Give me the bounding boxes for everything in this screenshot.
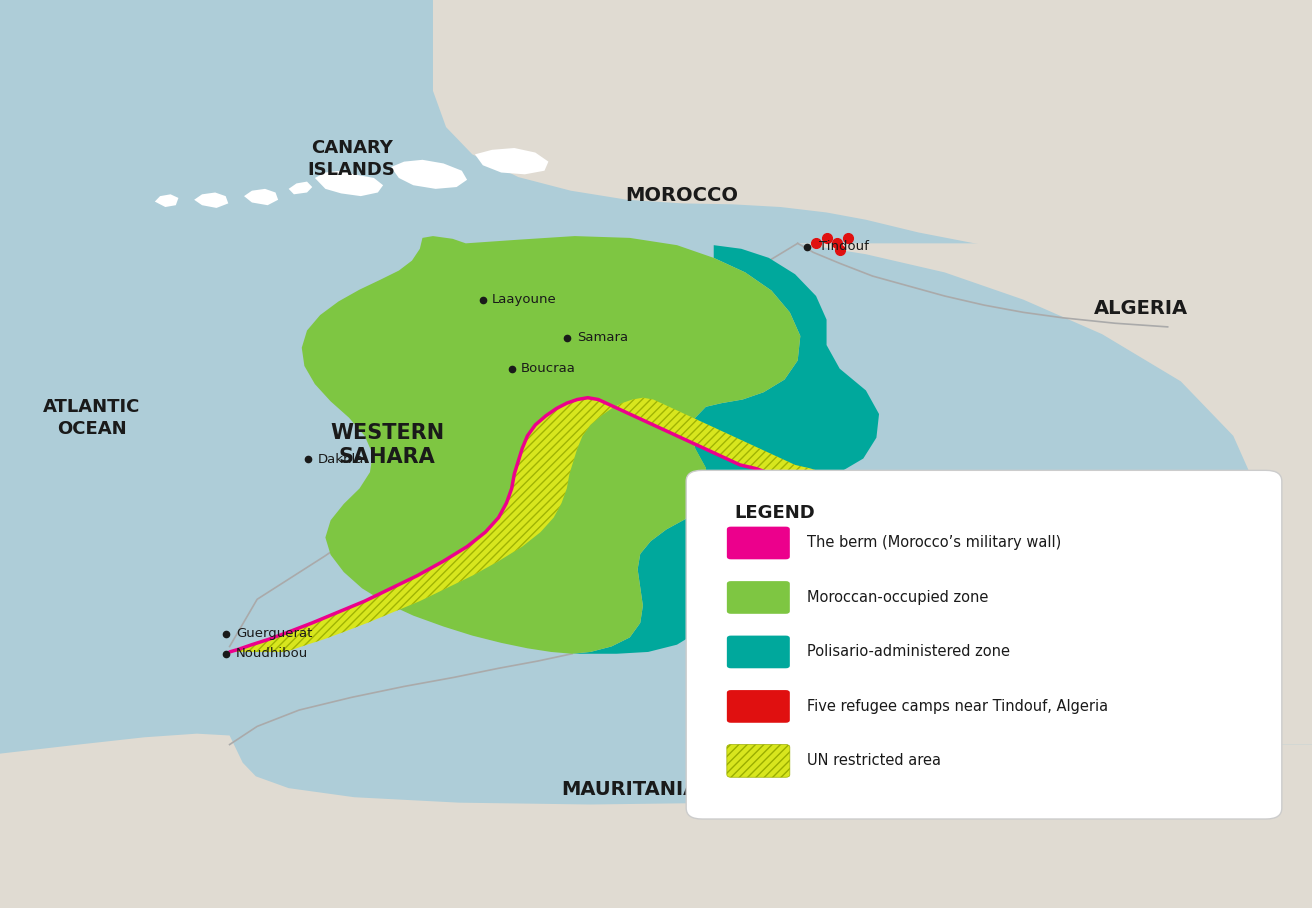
Text: Polisario-administered zone: Polisario-administered zone [807,645,1010,659]
Polygon shape [244,189,278,205]
FancyBboxPatch shape [686,470,1282,819]
Text: The berm (Morocco’s military wall): The berm (Morocco’s military wall) [807,536,1061,550]
Text: Five refugee camps near Tindouf, Algeria: Five refugee camps near Tindouf, Algeria [807,699,1109,714]
FancyBboxPatch shape [727,581,790,614]
Text: Dakhla: Dakhla [318,453,363,466]
Polygon shape [315,171,383,196]
Polygon shape [690,245,879,488]
FancyBboxPatch shape [727,745,790,777]
Polygon shape [572,419,719,654]
Polygon shape [289,182,312,194]
Polygon shape [433,0,1312,254]
Text: Moroccan-occupied zone: Moroccan-occupied zone [807,590,988,605]
Text: WESTERN
SAHARA: WESTERN SAHARA [331,422,443,468]
FancyBboxPatch shape [727,636,790,668]
Text: CANARY
ISLANDS: CANARY ISLANDS [308,139,395,179]
Polygon shape [155,194,178,207]
Polygon shape [0,734,1312,908]
Text: UN restricted area: UN restricted area [807,754,941,768]
Text: Tindouf: Tindouf [819,241,869,253]
FancyBboxPatch shape [727,690,790,723]
FancyBboxPatch shape [727,527,790,559]
Polygon shape [230,398,858,652]
Text: MOROCCO: MOROCCO [626,186,739,204]
Polygon shape [391,160,467,189]
Text: ATLANTIC
OCEAN: ATLANTIC OCEAN [43,398,140,438]
Text: LEGEND: LEGEND [735,504,816,522]
Text: Boucraa: Boucraa [521,362,576,375]
Polygon shape [302,236,800,654]
Text: ALGERIA: ALGERIA [1094,300,1189,318]
Text: Noudhibou: Noudhibou [236,647,308,660]
Polygon shape [475,148,548,174]
Polygon shape [798,243,1312,745]
Polygon shape [194,192,228,208]
Text: Guerguerat: Guerguerat [236,627,312,640]
Text: Samara: Samara [577,331,628,344]
Text: Laayoune: Laayoune [492,293,556,306]
Text: MAURITANIA: MAURITANIA [562,781,698,799]
